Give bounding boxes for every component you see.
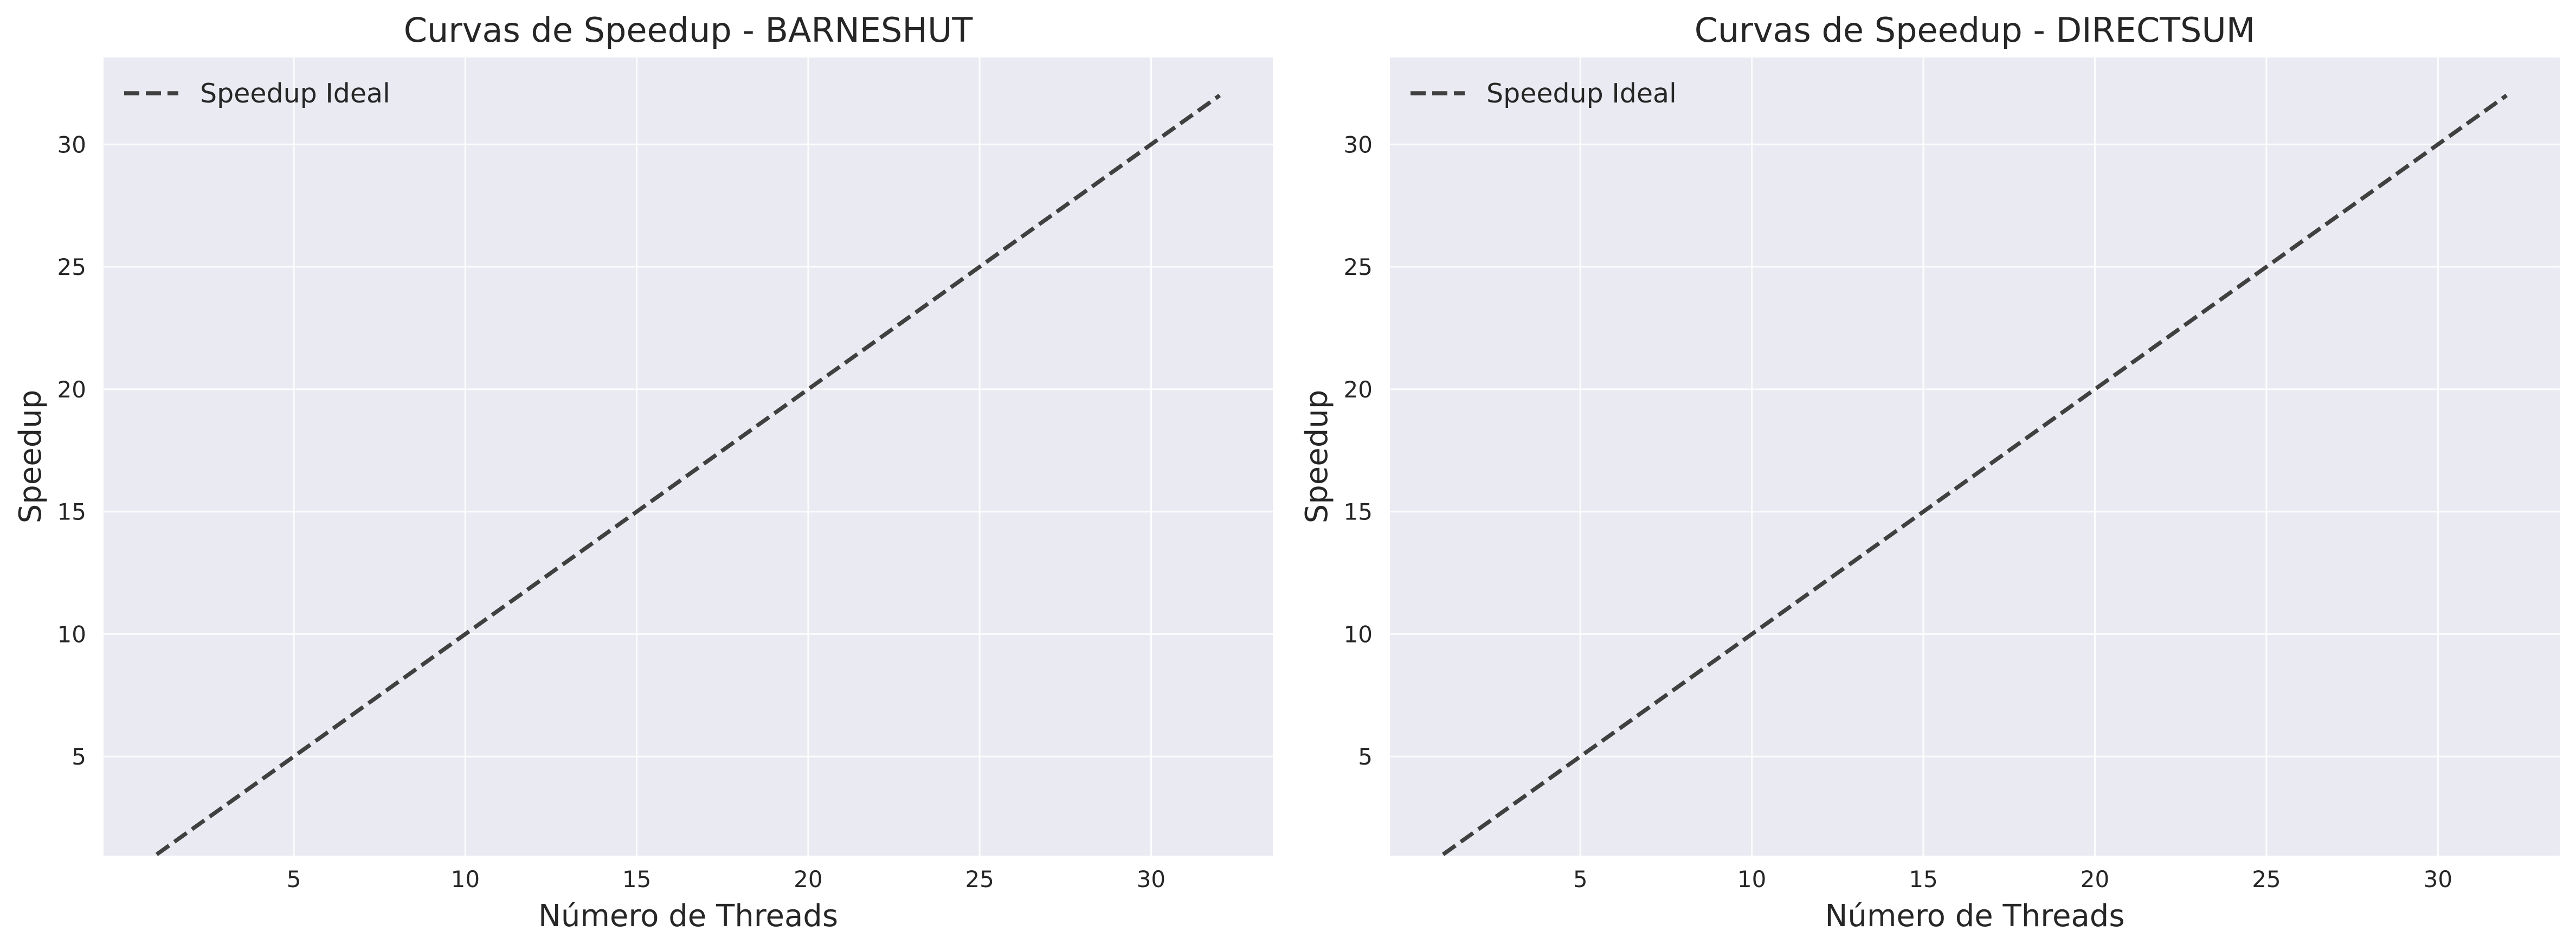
y-tick-label: 15 — [57, 499, 86, 525]
x-tick-label: 10 — [1737, 866, 1766, 893]
y-axis-label: Speedup — [13, 390, 48, 524]
y-tick-label: 20 — [1344, 376, 1373, 403]
x-tick-label: 25 — [965, 866, 994, 893]
x-tick-label: 15 — [1909, 866, 1937, 893]
x-tick-label: 5 — [287, 866, 301, 893]
chart-panel-2: 5 10 15 20 25 30 5 10 15 20 25 30 Curvas de Speedup … — [1299, 10, 2560, 934]
y-tick-label: 25 — [57, 254, 86, 280]
y-tick-label: 5 — [72, 743, 86, 770]
legend: Speedup Ideal — [124, 78, 390, 109]
x-tick-label: 10 — [451, 866, 480, 893]
y-tick-label: 10 — [1344, 621, 1373, 647]
plot-area — [1390, 57, 2560, 856]
legend-label: Speedup Ideal — [1486, 78, 1677, 109]
y-tick-label: 10 — [57, 621, 86, 647]
x-tick-label: 20 — [2081, 866, 2109, 893]
x-tick-label: 25 — [2252, 866, 2281, 893]
x-tick-label: 15 — [622, 866, 651, 893]
y-tick-label: 20 — [57, 376, 86, 403]
series-line-speedup-ideal — [1441, 93, 2508, 856]
y-tick-label: 5 — [1358, 743, 1373, 770]
chart-panel-1: 5 10 15 20 25 30 5 10 15 20 25 30 Curvas de Speedup … — [13, 10, 1273, 934]
x-tick-label: 30 — [2424, 866, 2452, 893]
legend-label: Speedup Ideal — [200, 78, 390, 109]
legend: Speedup Ideal — [1411, 78, 1677, 109]
y-tick-label: 25 — [1344, 254, 1373, 280]
x-tick-label: 30 — [1137, 866, 1165, 893]
x-axis-label: Número de Threads — [1825, 898, 2124, 934]
x-tick-label: 20 — [794, 866, 822, 893]
plot-area — [104, 57, 1273, 856]
y-axis-label: Speedup — [1299, 390, 1335, 524]
x-axis-label: Número de Threads — [538, 898, 838, 934]
y-tick-label: 30 — [57, 131, 86, 158]
chart-title: Curvas de Speedup - BARNESHUT — [404, 10, 974, 50]
y-tick-label: 15 — [1344, 499, 1373, 525]
y-tick-label: 30 — [1344, 131, 1373, 158]
series-line-speedup-ideal — [155, 93, 1221, 856]
x-tick-label: 5 — [1573, 866, 1588, 893]
chart-title: Curvas de Speedup - DIRECTSUM — [1695, 10, 2255, 50]
